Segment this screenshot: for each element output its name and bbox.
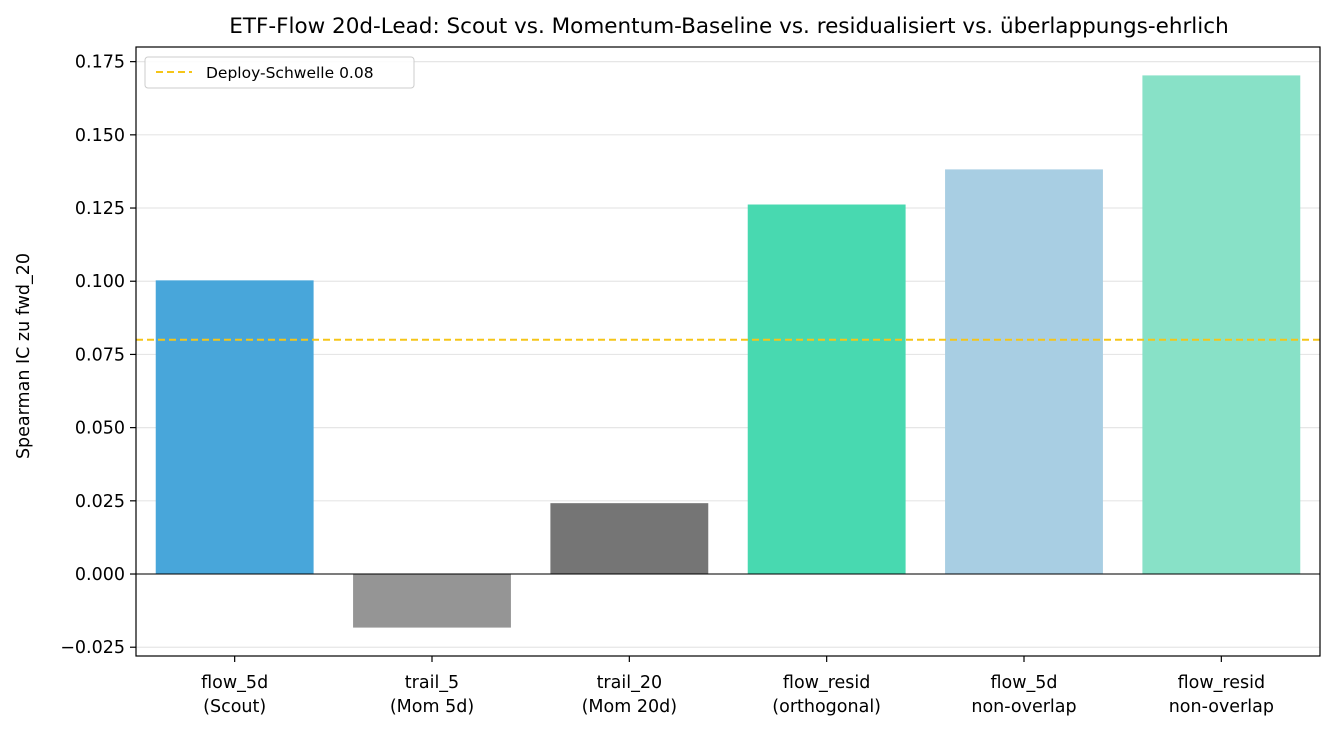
bar	[155, 280, 314, 575]
legend-box	[144, 56, 415, 89]
x-tick-label: (Mom 20d)	[582, 697, 677, 717]
y-tick-label: 0.025	[75, 492, 125, 512]
y-tick-label: 0.175	[75, 53, 125, 73]
legend-threshold-label: Deploy-Schwelle 0.08	[206, 64, 374, 82]
bar	[945, 169, 1103, 575]
y-tick-label: 0.000	[75, 565, 125, 585]
legend: Deploy-Schwelle 0.08	[144, 56, 415, 89]
x-tick-label: flow_5d	[201, 673, 268, 693]
bars	[155, 75, 1301, 628]
x-tick-label: flow_resid	[783, 673, 870, 693]
y-tick-label: 0.100	[75, 272, 125, 292]
x-tick-label: (orthogonal)	[772, 697, 881, 717]
bar	[353, 574, 511, 628]
y-tick-label: 0.125	[75, 199, 125, 219]
x-tick-label: flow_5d	[990, 673, 1057, 693]
x-tick-label: trail_20	[597, 673, 663, 693]
x-tick-label: (Mom 5d)	[390, 697, 474, 717]
chart-title: ETF-Flow 20d-Lead: Scout vs. Momentum-Ba…	[229, 14, 1228, 39]
y-tick-label: 0.075	[75, 345, 125, 365]
y-axis-label: Spearman IC zu fwd_20	[14, 253, 34, 459]
reference-lines	[136, 338, 1320, 575]
bar	[747, 204, 906, 575]
x-tick-label: (Scout)	[203, 697, 266, 717]
x-tick-label: non-overlap	[971, 697, 1076, 717]
axes: −0.025 0.000 0.025 0.050 0.075 0.100 0.125 0.15…	[60, 46, 1321, 717]
x-tick-label: non-overlap	[1169, 697, 1274, 717]
y-tick-label: 0.150	[75, 126, 125, 146]
x-tick-label: trail_5	[405, 673, 459, 693]
x-tick-label: flow_resid	[1178, 673, 1265, 693]
bar	[1142, 75, 1301, 575]
y-tick-label: −0.025	[60, 638, 125, 658]
y-tick-label: 0.050	[75, 419, 125, 439]
bar	[550, 503, 709, 575]
plot-frame	[135, 46, 1321, 657]
